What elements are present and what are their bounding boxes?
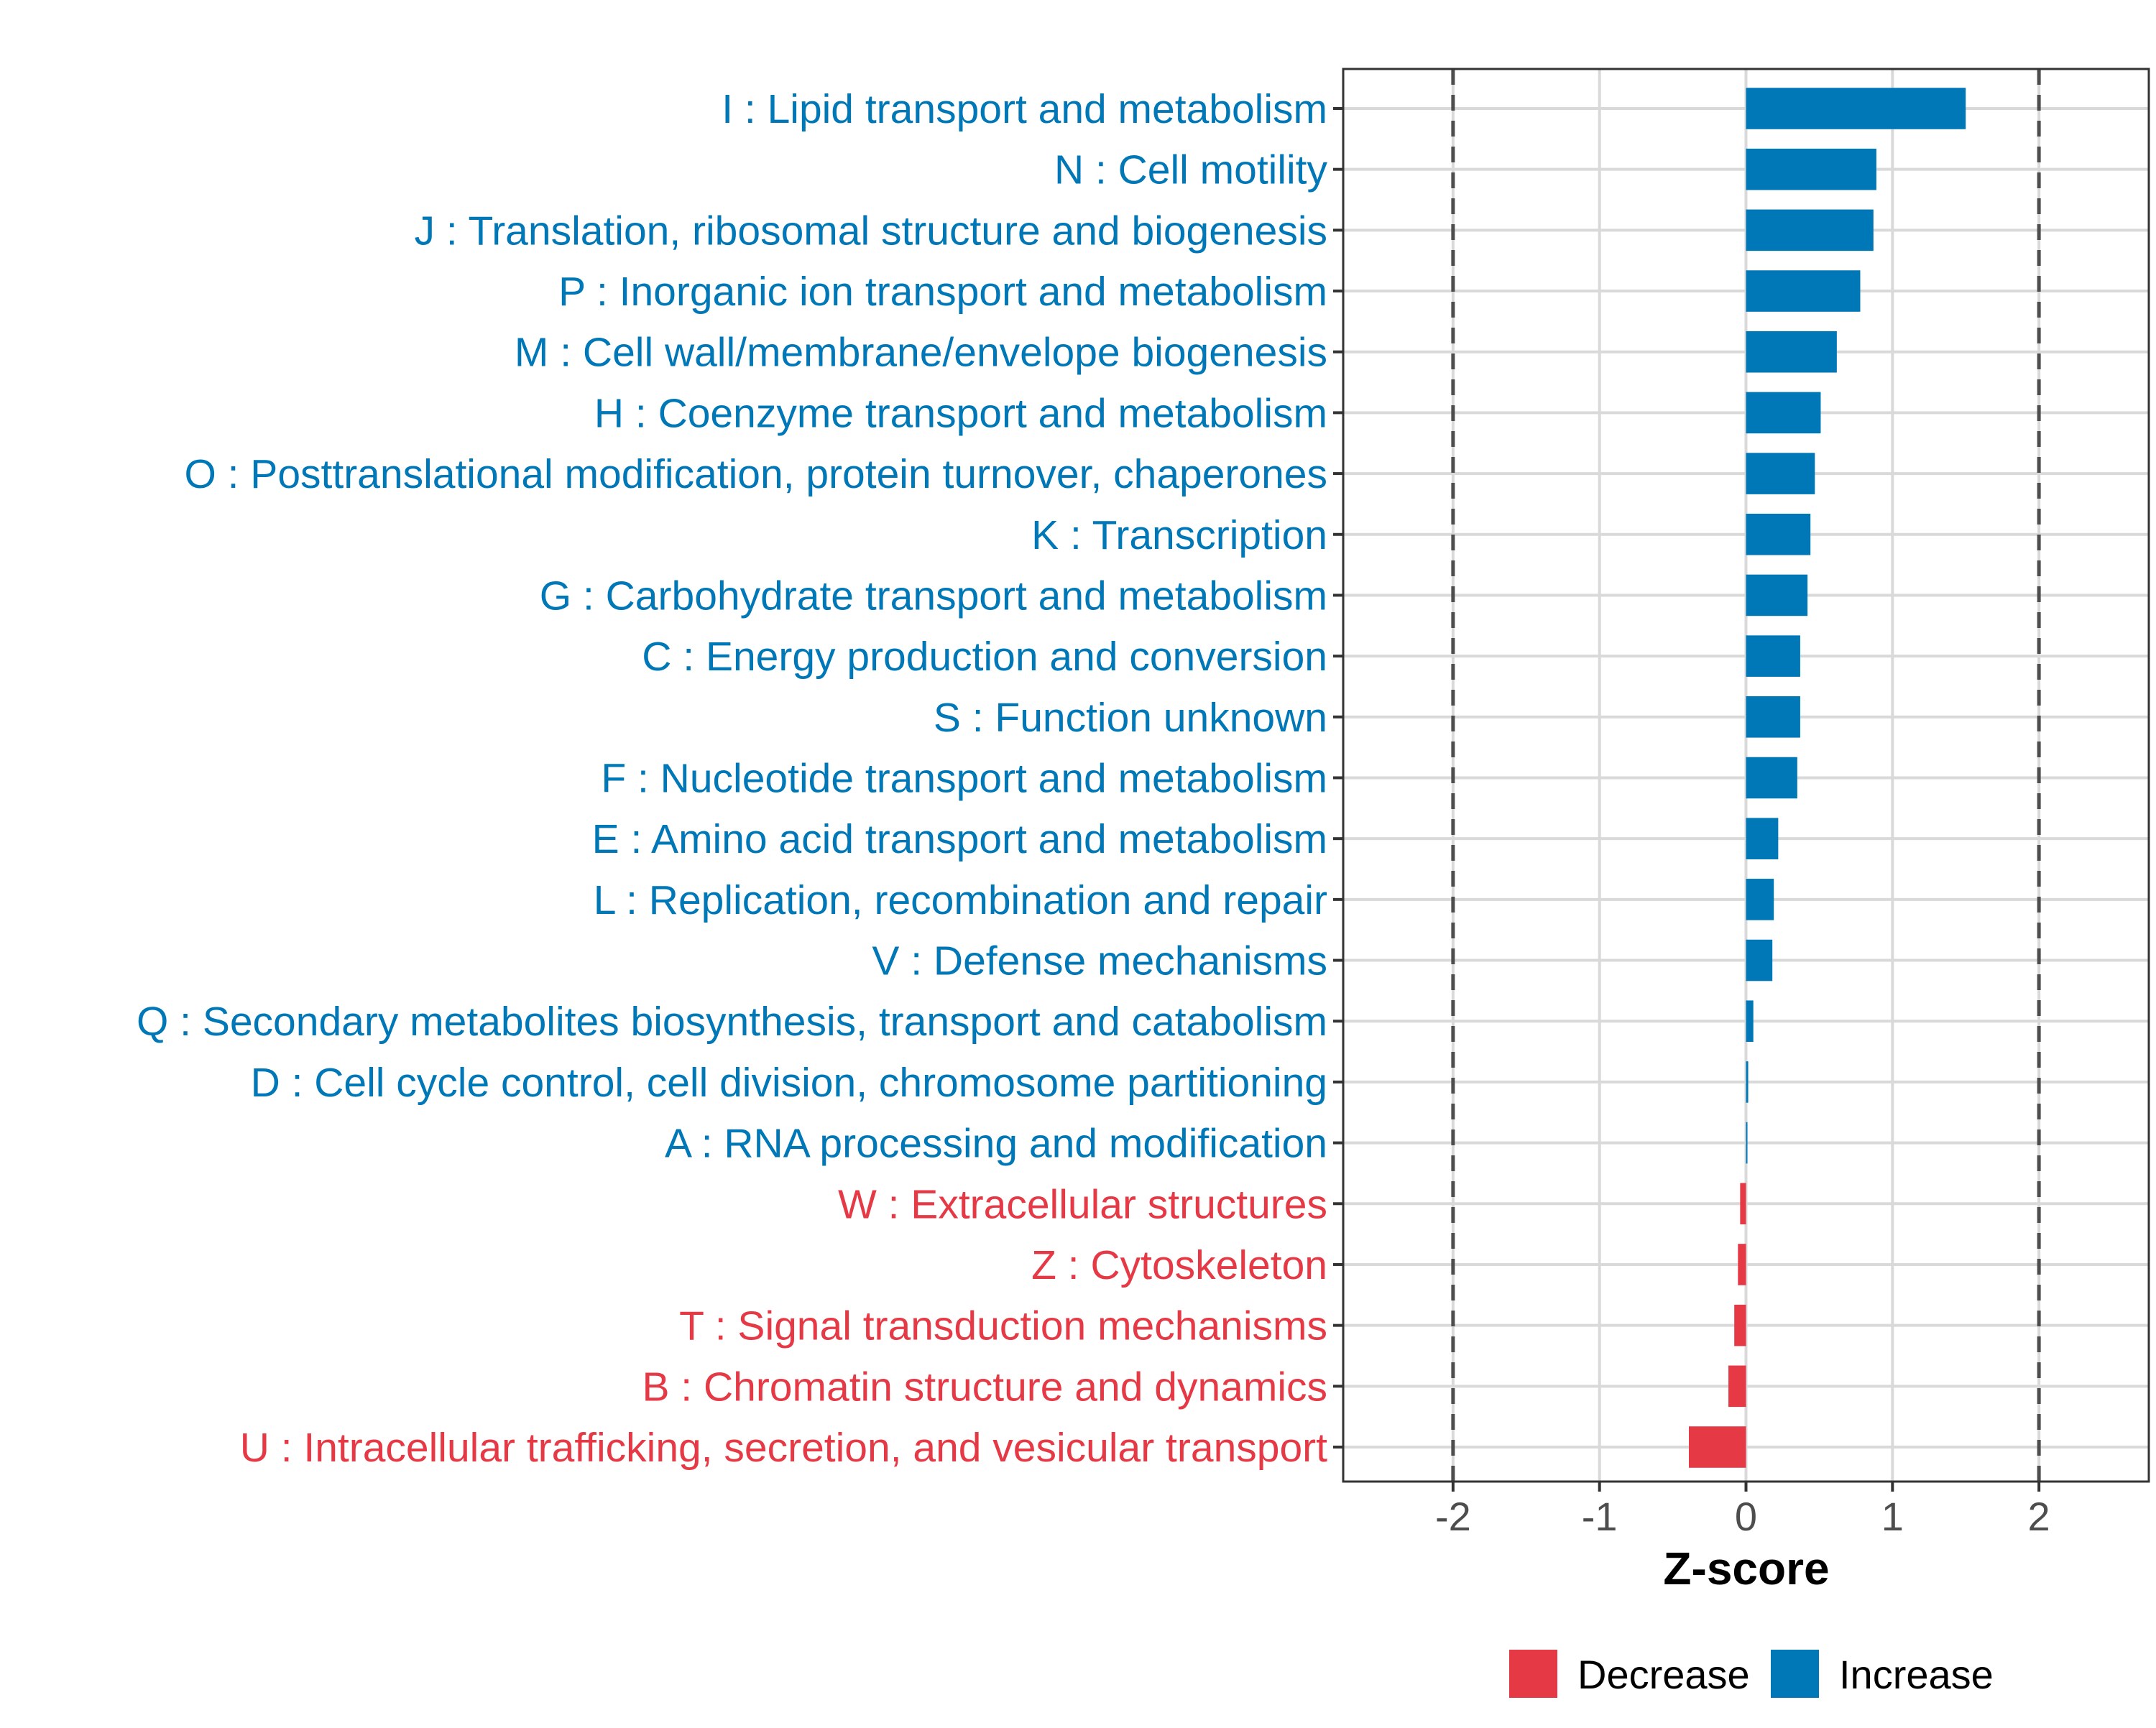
bar <box>1746 635 1800 677</box>
x-tick-label: -2 <box>1435 1494 1471 1539</box>
legend-swatch <box>1771 1650 1819 1698</box>
x-tick-label: 2 <box>2028 1494 2050 1539</box>
legend-swatch <box>1509 1650 1557 1698</box>
y-tick-label: F : Nucleotide transport and metabolism <box>601 756 1327 802</box>
bar <box>1746 209 1874 251</box>
y-tick-label: G : Carbohydrate transport and metabolis… <box>540 573 1327 619</box>
bar <box>1746 879 1774 920</box>
bar <box>1728 1365 1746 1408</box>
bar <box>1746 331 1837 373</box>
bar <box>1734 1304 1746 1346</box>
bar <box>1746 757 1797 799</box>
legend-label: Increase <box>1839 1652 1994 1697</box>
reference-lines <box>1451 69 2041 1482</box>
bar <box>1746 513 1811 555</box>
y-tick-label: N : Cell motility <box>1054 147 1328 193</box>
y-tick-label: M : Cell wall/membrane/envelope biogenes… <box>515 330 1327 376</box>
x-tick-label: 0 <box>1735 1494 1757 1539</box>
y-tick-label: B : Chromatin structure and dynamics <box>642 1364 1327 1410</box>
bar <box>1746 392 1821 434</box>
y-tick-label: Q : Secondary metabolites biosynthesis, … <box>137 999 1327 1045</box>
y-tick-label: Z : Cytoskeleton <box>1031 1242 1327 1288</box>
y-tick-label: I : Lipid transport and metabolism <box>722 86 1327 132</box>
y-tick-label: J : Translation, ribosomal structure and… <box>415 208 1327 254</box>
x-tick-label: -1 <box>1582 1494 1618 1539</box>
y-tick-label: D : Cell cycle control, cell division, c… <box>251 1060 1327 1106</box>
y-tick-label: L : Replication, recombination and repai… <box>594 877 1327 923</box>
bar <box>1746 818 1779 859</box>
bar <box>1746 270 1861 312</box>
legend: Decrease Increase <box>1509 1650 1994 1698</box>
x-axis-title: Z-score <box>1663 1543 1829 1594</box>
bar <box>1746 1122 1748 1164</box>
y-tick-label: C : Energy production and conversion <box>642 634 1327 680</box>
y-tick-label: K : Transcription <box>1031 512 1327 558</box>
bar <box>1746 574 1808 616</box>
bar <box>1746 1000 1754 1043</box>
bar <box>1689 1426 1746 1468</box>
y-axis: I : Lipid transport and metabolism N : Ce… <box>137 86 1343 1471</box>
bar <box>1746 1061 1749 1103</box>
y-tick-label: P : Inorganic ion transport and metaboli… <box>558 269 1327 315</box>
bar <box>1746 696 1800 738</box>
y-tick-label: O : Posttranslational modification, prot… <box>184 451 1327 497</box>
bar <box>1746 939 1773 981</box>
y-tick-label: E : Amino acid transport and metabolism <box>592 816 1327 862</box>
y-tick-label: T : Signal transduction mechanisms <box>679 1303 1327 1349</box>
y-tick-label: V : Defense mechanisms <box>872 938 1327 984</box>
x-axis: -2 -1 0 1 2 <box>1435 1482 2050 1539</box>
y-tick-label: W : Extracellular structures <box>838 1181 1327 1227</box>
bar <box>1738 1244 1746 1285</box>
bar <box>1740 1183 1746 1225</box>
bar <box>1746 88 1966 129</box>
bar <box>1746 453 1815 494</box>
legend-label: Decrease <box>1577 1652 1750 1697</box>
y-tick-label: U : Intracellular trafficking, secretion… <box>240 1425 1327 1471</box>
y-tick-label: A : RNA processing and modification <box>665 1121 1327 1167</box>
y-tick-label: H : Coenzyme transport and metabolism <box>594 390 1327 436</box>
bar <box>1746 148 1876 190</box>
x-tick-label: 1 <box>1881 1494 1904 1539</box>
y-tick-label: S : Function unknown <box>934 695 1327 741</box>
bars-layer <box>1689 88 1966 1468</box>
